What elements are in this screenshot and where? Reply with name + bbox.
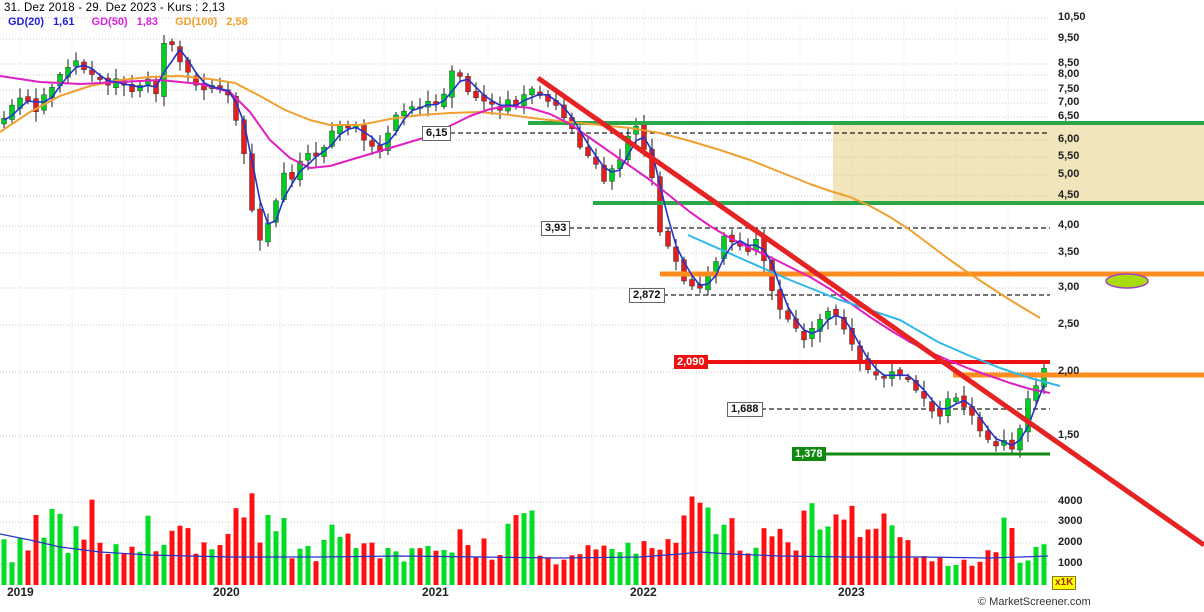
price-axis-label: 8,50	[1058, 57, 1080, 69]
volume-axis-label: 4000	[1058, 495, 1083, 507]
support-resistance-levels	[528, 121, 1204, 456]
legend-gd20-label: GD(20)	[8, 16, 45, 28]
level-box-1: 3,93	[541, 221, 571, 236]
volume-unit-badge: x1K	[1052, 576, 1077, 590]
trendline	[536, 75, 1204, 548]
year-label: 2022	[630, 585, 657, 599]
legend-gd100-label: GD(100)	[175, 16, 218, 28]
watermark-link[interactable]: © MarketScreener.com	[978, 596, 1091, 608]
price-axis-label: 5,00	[1058, 168, 1080, 180]
year-label: 2020	[213, 585, 240, 599]
level-box-2: 2,872	[629, 288, 665, 303]
year-label: 2019	[7, 585, 34, 599]
candlesticks	[1, 34, 1047, 458]
year-label: 2021	[422, 585, 449, 599]
price-axis-label: 7,50	[1058, 83, 1080, 95]
price-badge-1: 1,378	[792, 447, 826, 461]
year-label: 2023	[838, 585, 865, 599]
moving-average-legend: GD(20) 1,61 GD(50) 1,83 GD(100) 2,58	[8, 16, 262, 28]
price-axis-label: 8,00	[1058, 68, 1080, 80]
level-box-0: 6,15	[422, 126, 452, 141]
price-axis-label: 1,50	[1058, 429, 1080, 441]
price-axis-label: 5,50	[1058, 150, 1080, 162]
price-axis-label: 9,50	[1058, 32, 1080, 44]
moving-averages	[0, 48, 1061, 559]
highlight-ellipse	[1105, 273, 1149, 289]
volume-axis-label: 2000	[1058, 536, 1083, 548]
price-axis-label: 2,00	[1058, 365, 1080, 377]
price-axis-label: 6,00	[1058, 133, 1080, 145]
price-axis-label: 3,00	[1058, 281, 1080, 293]
price-axis-label: 2,50	[1058, 318, 1080, 330]
volume-bars	[1, 493, 1047, 585]
legend-gd20-value: 1,61	[53, 16, 75, 28]
legend-gd100-value: 2,58	[226, 16, 248, 28]
highlight-band	[833, 125, 1204, 201]
legend-gd100: GD(100) 2,58	[175, 16, 248, 28]
level-box-3: 1,688	[727, 402, 763, 417]
price-axis-label: 7,00	[1058, 96, 1080, 108]
legend-gd50: GD(50) 1,83	[92, 16, 158, 28]
price-axis-label: 6,50	[1058, 110, 1080, 122]
price-axis-label: 3,50	[1058, 246, 1080, 258]
legend-gd50-value: 1,83	[136, 16, 159, 28]
price-badge-0: 2,090	[674, 355, 708, 369]
legend-gd50-label: GD(50)	[91, 16, 128, 28]
price-axis-label: 4,50	[1058, 189, 1080, 201]
legend-gd20: GD(20) 1,61	[8, 16, 74, 28]
volume-axis-label: 3000	[1058, 515, 1083, 527]
dashed-levels	[450, 132, 1050, 410]
chart-title: 31. Dez 2018 - 29. Dez 2023 - Kurs : 2,1…	[4, 2, 226, 14]
price-axis-label: 10,50	[1058, 11, 1086, 23]
price-axis-label: 4,00	[1058, 219, 1080, 231]
volume-axis-label: 1000	[1058, 557, 1083, 569]
